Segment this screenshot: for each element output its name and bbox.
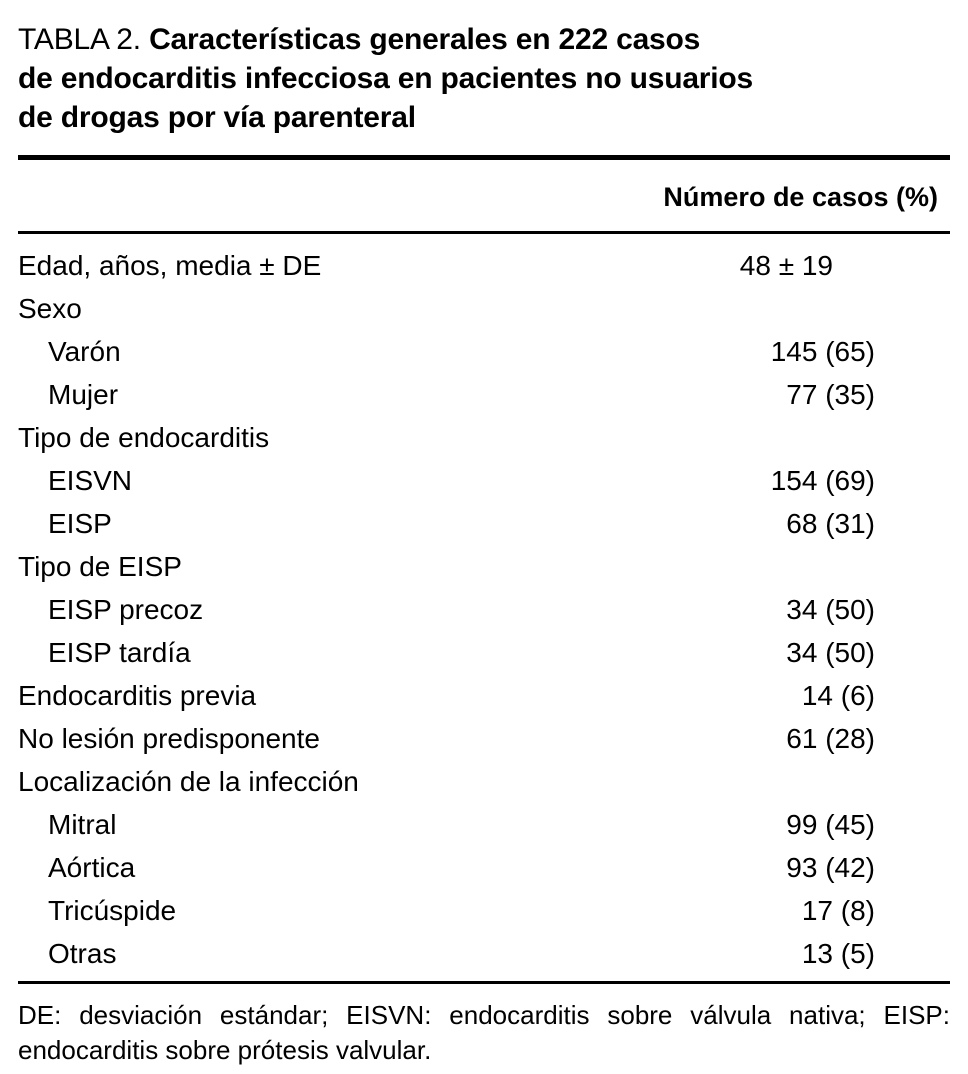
table-row: Mujer 77 (35): [18, 373, 950, 416]
table-row: No lesión predisponente 61 (28): [18, 717, 950, 760]
table-row: Tipo de EISP: [18, 545, 950, 588]
row-label: Otras: [48, 937, 117, 969]
row-value: 145 (65): [770, 335, 875, 367]
header-rule: [18, 231, 950, 234]
table-row: Sexo: [18, 287, 950, 330]
table-footnote: DE: desviación estándar; EISVN: endocard…: [18, 1000, 950, 1065]
title-line-3: de drogas por vía parenteral: [18, 101, 416, 134]
table-row: Edad, años, media ± DE 48 ± 19: [18, 244, 950, 287]
row-value: 68 (31): [786, 507, 875, 539]
row-value: 48 ± 19: [739, 249, 833, 281]
row-value: 34 (50): [786, 636, 875, 668]
table-label: TABLA 2.: [18, 23, 141, 56]
table-row: EISP tardía 34 (50): [18, 631, 950, 674]
row-label: Mujer: [48, 378, 119, 410]
row-label: Edad, años, media ± DE: [18, 249, 322, 281]
table-row: Tricúspide 17 (8): [18, 889, 950, 932]
table-row: Mitral 99 (45): [18, 803, 950, 846]
row-value: 61 (28): [786, 722, 875, 754]
row-label: Tipo de EISP: [18, 550, 182, 582]
title-line-2: de endocarditis infecciosa en pacientes …: [18, 62, 754, 95]
row-label: Varón: [48, 335, 121, 367]
row-value: 14 (6): [801, 679, 875, 711]
row-label: Endocarditis previa: [18, 679, 257, 711]
row-label: Aórtica: [48, 851, 136, 883]
row-value: 77 (35): [786, 378, 875, 410]
row-label: EISP tardía: [48, 636, 191, 668]
row-label: Mitral: [48, 808, 117, 840]
row-label: Tipo de endocarditis: [18, 421, 270, 453]
table-row: EISVN 154 (69): [18, 459, 950, 502]
row-value: 154 (69): [770, 464, 875, 496]
row-value: 93 (42): [786, 851, 875, 883]
title-line-1: Características generales en 222 casos: [149, 23, 701, 56]
table-row: EISP 68 (31): [18, 502, 950, 545]
table-row: Aórtica 93 (42): [18, 846, 950, 889]
table-row: Varón 145 (65): [18, 330, 950, 373]
row-label: EISP: [48, 507, 112, 539]
row-value: 99 (45): [786, 808, 875, 840]
row-label: Sexo: [18, 292, 82, 324]
table-row: Tipo de endocarditis: [18, 416, 950, 459]
table-body: Edad, años, media ± DE 48 ± 19 Sexo Varó…: [18, 234, 950, 981]
table-row: Otras 13 (5): [18, 932, 950, 975]
column-header: Número de casos (%): [663, 182, 938, 212]
row-label: Tricúspide: [48, 894, 177, 926]
row-label: No lesión predisponente: [18, 722, 320, 754]
table-row: Localización de la infección: [18, 760, 950, 803]
row-value: 13 (5): [801, 937, 875, 969]
table-title: TABLA 2. Características generales en 22…: [18, 20, 950, 137]
bottom-rule: [18, 981, 950, 984]
row-label: EISP precoz: [48, 593, 204, 625]
table-row: Endocarditis previa 14 (6): [18, 674, 950, 717]
row-value: 17 (8): [801, 894, 875, 926]
row-label: Localización de la infección: [18, 765, 359, 797]
row-value: 34 (50): [786, 593, 875, 625]
title-rule: [18, 155, 950, 160]
row-label: EISVN: [48, 464, 133, 496]
table-row: EISP precoz 34 (50): [18, 588, 950, 631]
